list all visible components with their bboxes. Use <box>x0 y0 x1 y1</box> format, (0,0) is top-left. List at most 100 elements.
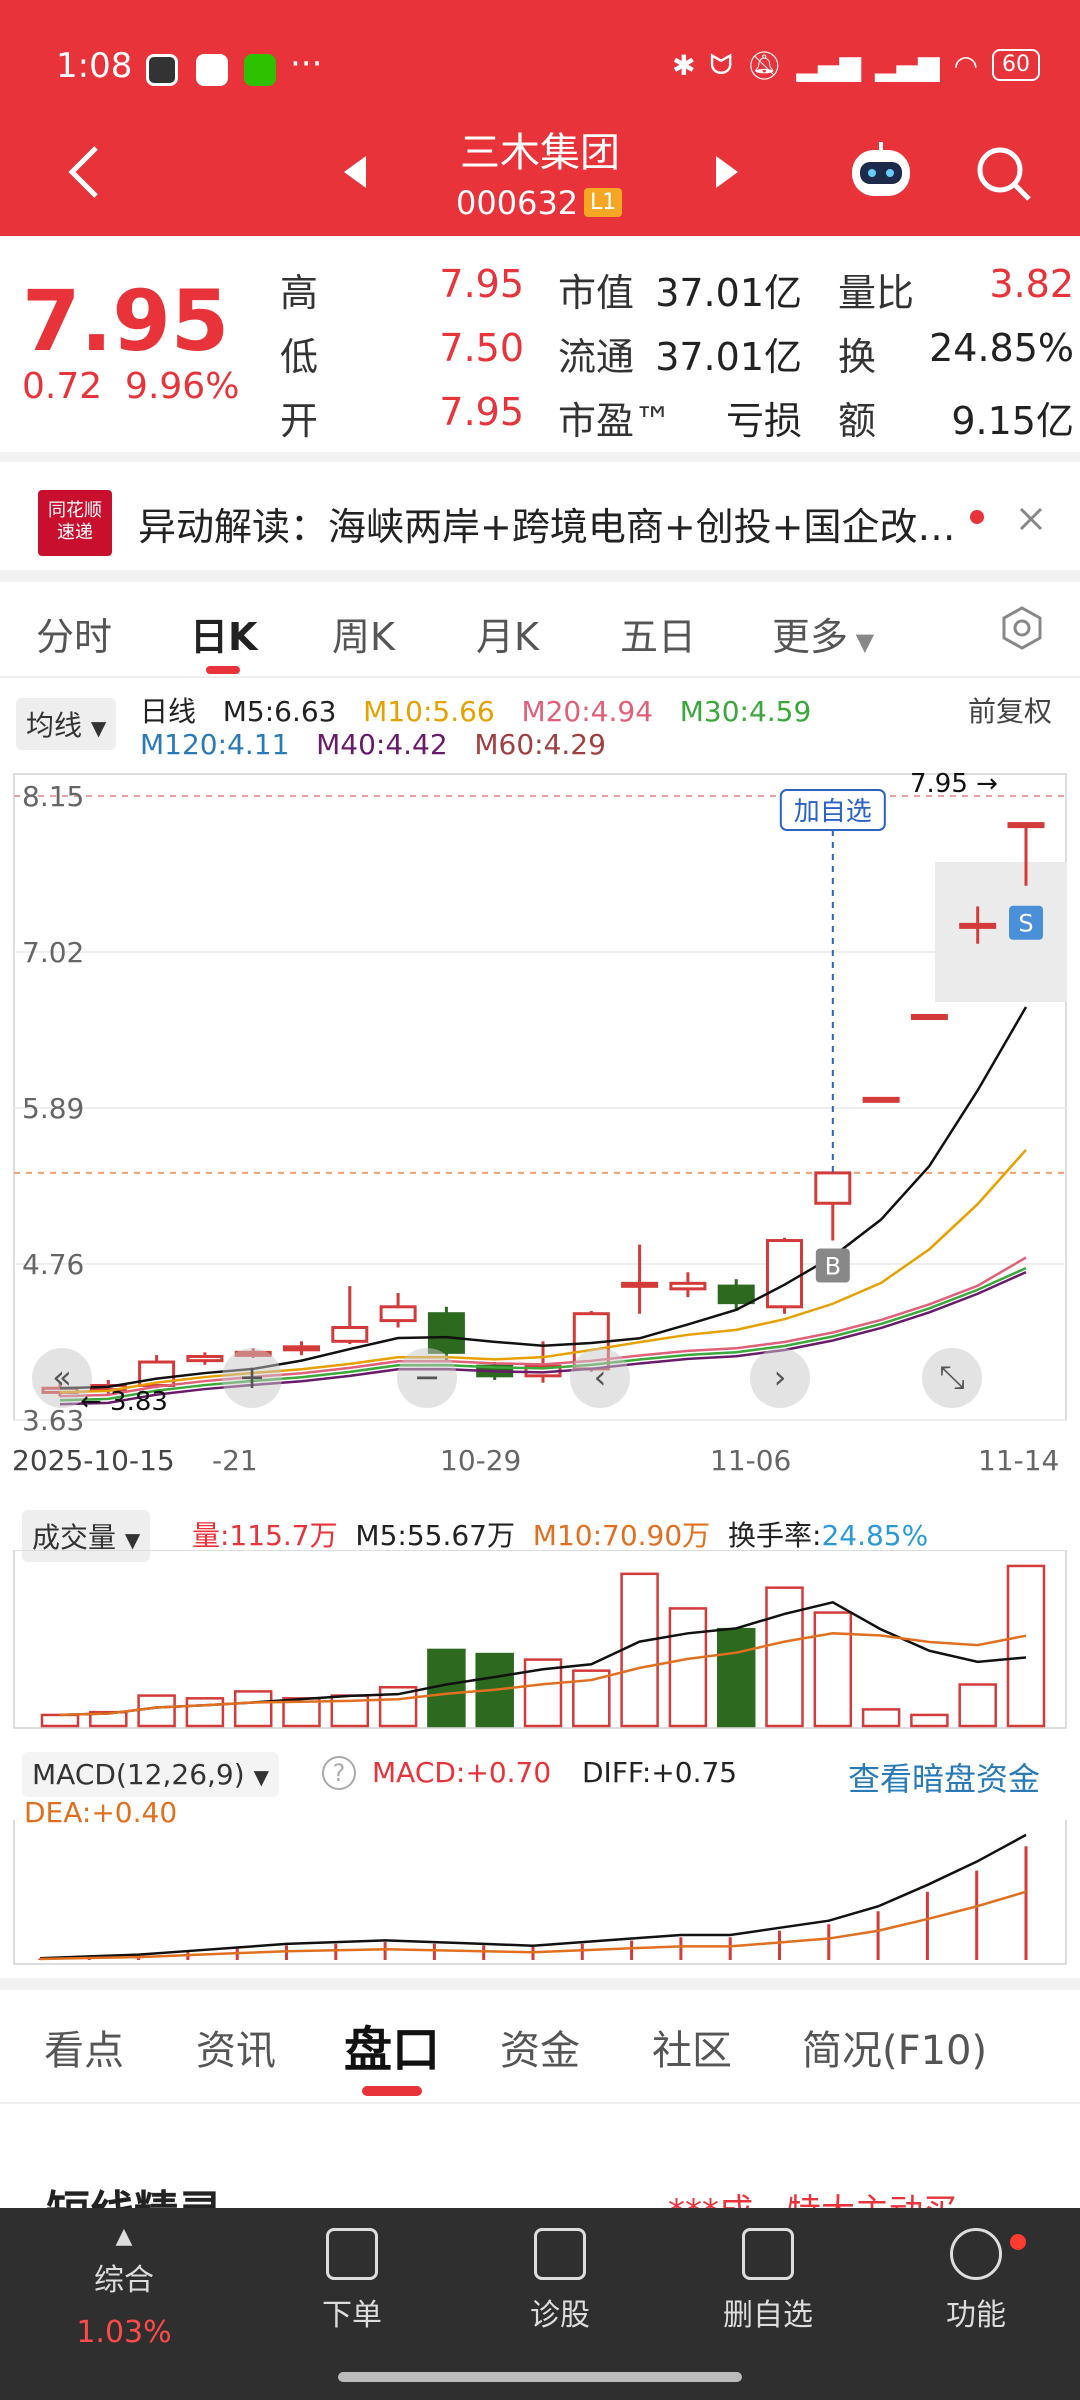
ma60-value: M60:4.29 <box>474 728 606 761</box>
x-tick: 2025-10-15 <box>12 1444 175 1477</box>
unread-dot <box>970 510 984 524</box>
volume-bar <box>620 1572 659 1728</box>
candle <box>910 1014 948 1021</box>
chart-control-icon: ‹ <box>594 1358 607 1396</box>
chart-frame <box>13 773 1067 1421</box>
nav-overview[interactable]: ▲ 综合 1.03% <box>54 2224 194 2350</box>
status-bar: 1:08 ··· ✱ ᗢ 🔕︎ ▂▄▆ ▂▄▆ ◠ 60 <box>0 0 1080 136</box>
low-label: 低 <box>280 335 319 379</box>
ma10-value: M10:5.66 <box>363 695 495 728</box>
nav-diagnose[interactable]: 诊股 <box>490 2228 630 2334</box>
menu-icon <box>950 2228 1002 2280</box>
sell-marker-label: S <box>1018 910 1033 938</box>
macd-line <box>39 1890 1027 1961</box>
macd-chart[interactable] <box>0 1820 1080 1970</box>
macd-frame <box>13 1820 1067 1965</box>
volume-bar <box>668 1607 708 1728</box>
tab-more[interactable]: 更多 ▼ <box>772 606 874 661</box>
news-banner[interactable]: 同花顺 速递 异动解读：海峡两岸+跨境电商+创投+国企改… <box>0 470 1080 570</box>
add-watch-tag <box>779 789 886 831</box>
change-percent: 9.96% <box>125 366 240 407</box>
moving-average-line <box>59 1148 1027 1394</box>
volume-chart[interactable] <box>0 1550 1080 1730</box>
close-icon[interactable] <box>1016 504 1046 534</box>
change-amount: 0.72 <box>22 366 103 407</box>
tab-news[interactable]: 资讯 <box>196 2028 276 2074</box>
candlestick-chart[interactable]: 8.15 7.02 5.89 4.76 3.63 7.95 → ← 3.83 加自选 B S « + −… <box>0 770 1080 1460</box>
tab-intraday[interactable]: 分时 <box>36 615 113 659</box>
prev-stock-icon[interactable] <box>340 154 370 190</box>
help-icon[interactable]: ? <box>322 1756 356 1790</box>
nav-functions[interactable]: 功能 <box>906 2228 1046 2334</box>
tab-five-day[interactable]: 五日 <box>620 615 697 659</box>
market-cap-label: 市值 <box>558 271 635 315</box>
tab-weekly-k[interactable]: 周K <box>332 615 395 659</box>
tab-monthly-k[interactable]: 月K <box>476 615 539 659</box>
tab-order-book[interactable]: 盘口 <box>344 2022 441 2078</box>
signal-icon-2: ▂▄▆ <box>874 48 940 82</box>
robot-assistant-icon[interactable] <box>846 140 916 204</box>
max-price-label: 7.95 → <box>910 770 998 799</box>
volume-bar <box>716 1627 756 1728</box>
nav-remove-watchlist[interactable]: 删自选 <box>698 2228 838 2334</box>
volume-frame <box>13 1550 1067 1729</box>
x-tick: 11-06 <box>710 1444 792 1477</box>
order-form-icon <box>326 2228 378 2280</box>
chevron-down-icon: ▼ <box>253 1765 269 1789</box>
tab-daily-k[interactable]: 日K <box>190 615 258 659</box>
news-logo-bottom: 速递 <box>57 522 93 543</box>
volume-legend: 量:115.7万 M5:55.67万 M10:70.90万 换手率:24.85% <box>192 1514 928 1554</box>
moving-average-line <box>59 1270 1027 1406</box>
candle <box>959 922 997 929</box>
section-title: 短线精灵 <box>46 2176 222 2208</box>
x-tick: 10-29 <box>440 1444 522 1477</box>
news-text[interactable]: 异动解读：海峡两岸+跨境电商+创投+国企改… <box>138 505 956 549</box>
float-value: 37.01亿 <box>655 335 802 379</box>
divider <box>0 570 1080 582</box>
settings-icon[interactable] <box>998 604 1046 652</box>
volume-bar <box>958 1683 997 1728</box>
y-tick: 3.63 <box>22 1404 84 1437</box>
nav-place-order[interactable]: 下单 <box>282 2228 422 2334</box>
sell-marker <box>1009 905 1043 940</box>
macd-select-label: MACD(12,26,9) <box>32 1758 245 1791</box>
volume-indicator-select[interactable]: 成交量 ▼ <box>22 1510 151 1562</box>
chart-control-button <box>922 1348 982 1408</box>
ma-legend-row-2: M120:4.11 M40:4.42 M60:4.29 <box>140 728 606 761</box>
ma5-value: M5:6.63 <box>222 695 337 728</box>
tab-profile-f10[interactable]: 简况(F10) <box>802 2028 988 2074</box>
notification-dot <box>1010 2234 1026 2250</box>
adjust-mode[interactable]: 前复权 <box>968 695 1053 728</box>
volume-select-label: 成交量 <box>32 1521 117 1554</box>
current-price: 7.95 <box>22 272 230 370</box>
tab-funds[interactable]: 资金 <box>500 2028 580 2074</box>
chevron-down-icon: ▼ <box>124 1528 141 1552</box>
volume-bar <box>233 1690 273 1728</box>
tab-highlights[interactable]: 看点 <box>44 2028 124 2074</box>
open-label: 开 <box>280 399 319 443</box>
low-value: 7.50 <box>439 326 524 370</box>
signal-icon: ▂▄▆ <box>796 48 861 82</box>
chart-control-button <box>570 1348 630 1408</box>
volume-ratio-value: 3.82 <box>989 262 1074 306</box>
level-badge: L1 <box>584 188 623 217</box>
divider <box>0 1978 1080 1990</box>
active-tab-indicator <box>206 666 240 674</box>
tab-community[interactable]: 社区 <box>652 2028 732 2074</box>
y-tick: 5.89 <box>22 1092 84 1125</box>
amount-value: 9.15亿 <box>951 399 1074 443</box>
candle <box>621 1281 659 1288</box>
volume-bar <box>813 1611 853 1728</box>
wechat-app-icon <box>244 54 276 86</box>
chart-control-icon: + <box>239 1358 266 1396</box>
divider <box>0 2102 1080 2104</box>
macd-indicator-select[interactable]: MACD(12,26,9) ▼ <box>22 1752 279 1797</box>
search-icon[interactable] <box>974 144 1034 204</box>
candle <box>1007 822 1045 829</box>
next-stock-icon[interactable] <box>712 154 742 190</box>
ma-select[interactable]: 均线 ▼ <box>16 698 117 750</box>
nav-remove-watchlist-label: 删自选 <box>723 2298 813 2333</box>
back-icon[interactable] <box>64 142 104 202</box>
ma20-value: M20:4.94 <box>521 695 654 728</box>
dark-pool-funds-link[interactable]: 查看暗盘资金 <box>848 1760 1041 1798</box>
